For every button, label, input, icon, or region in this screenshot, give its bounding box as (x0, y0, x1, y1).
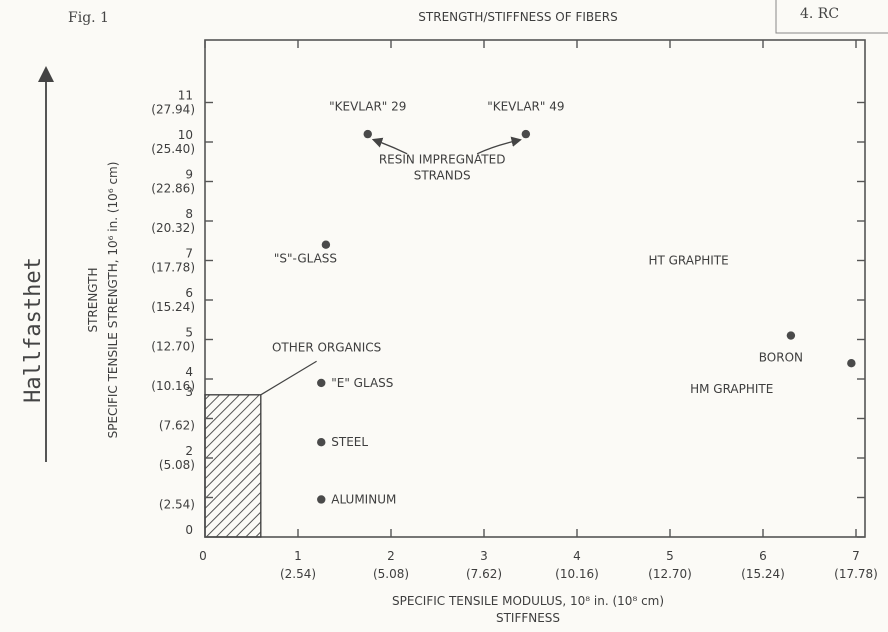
chart-title: STRENGTH/STIFFNESS OF FIBERS (418, 10, 617, 24)
point-label: "S"-GLASS (274, 251, 337, 265)
point-label: "E" GLASS (331, 376, 393, 390)
data-point (321, 240, 331, 249)
y-axis-title-strength: STRENGTH (86, 267, 100, 332)
corner-box: 4. RC (775, 0, 888, 34)
y-tick-label: 4 (185, 365, 193, 379)
point-label: "KEVLAR" 49 (487, 99, 564, 113)
x-tick-label: 2 (387, 549, 395, 563)
annotation-text: HT GRAPHITE (648, 253, 728, 267)
y-tick-sublabel: (12.70) (151, 340, 195, 354)
x-axis-title: SPECIFIC TENSILE MODULUS, 10⁸ in. (10⁸ c… (392, 594, 664, 608)
plot-frame (204, 39, 866, 538)
y-tick-sublabel: (22.86) (151, 182, 195, 196)
point-label: ALUMINUM (331, 492, 396, 506)
x-tick-sublabel: (7.62) (466, 567, 502, 581)
data-points: "KEVLAR" 29 "KEVLAR" 49 "S"-GLASS "E" GLASS… (274, 99, 856, 506)
point-label: "KEVLAR" 29 (329, 99, 406, 113)
x-tick-label: 7 (852, 549, 860, 563)
y-tick-sublabel: (10.16) (151, 379, 195, 393)
annotation-text: RESIN IMPREGNATED (379, 153, 506, 167)
annotation-text: STRANDS (414, 169, 471, 183)
x-tick-sublabel: (12.70) (648, 567, 692, 581)
data-point (847, 359, 856, 368)
x-tick-label: 5 (666, 549, 674, 563)
other-organics-leader (260, 360, 317, 396)
y-tick-label: 0 (185, 523, 193, 537)
other-organics-label: OTHER ORGANICS (272, 340, 381, 354)
y-tick-sublabel: (5.08) (159, 458, 195, 472)
y-tick-label: 2 (185, 444, 193, 458)
x-tick-label: 4 (573, 549, 581, 563)
x-tick-sublabel: (10.16) (555, 567, 599, 581)
x-tick-label: 1 (294, 549, 302, 563)
y-tick-label: 5 (185, 326, 193, 340)
y-axis-title: SPECIFIC TENSILE STRENGTH, 10⁶ in. (10⁶ … (106, 162, 120, 439)
corner-text: 4. RC (800, 6, 839, 22)
x-tick-label: 3 (480, 549, 488, 563)
y-tick-label: 9 (185, 168, 193, 182)
handwritten-note: Hallfasthet (21, 257, 46, 403)
figure-label: Fig. 1 (68, 10, 109, 26)
x-tick-sublabel: (17.78) (834, 567, 878, 581)
y-tick-label: 3 (185, 385, 193, 399)
y-tick-sublabel: (27.94) (151, 103, 195, 117)
annotations: RESIN IMPREGNATED STRANDS HT GRAPHITE (371, 136, 729, 267)
data-point (317, 438, 326, 447)
y-tick-label: 6 (185, 286, 193, 300)
y-tick-sublabel: (25.40) (151, 142, 195, 156)
other-organics-region (204, 394, 262, 538)
y-tick-label: 11 (178, 89, 193, 103)
axis-ticks: 0 1(2.54)2(5.08)3(7.62)4(10.16)5(12.70)6(… (151, 40, 878, 581)
y-tick-label: 7 (185, 247, 193, 261)
point-label: HM GRAPHITE (690, 382, 773, 396)
x-tick-sublabel: (2.54) (280, 567, 316, 581)
y-tick-sublabel: (7.62) (159, 419, 195, 433)
x-tick-label: 0 (199, 549, 207, 563)
data-point (521, 129, 531, 139)
arrow-to-kevlar-49 (476, 136, 522, 155)
point-label: BORON (759, 351, 803, 365)
point-label: STEEL (331, 435, 368, 449)
y-tick-label: 8 (185, 207, 193, 221)
y-tick-sublabel: (17.78) (151, 261, 195, 275)
data-point (786, 331, 796, 340)
y-tick-sublabel: (15.24) (151, 300, 195, 314)
data-point (317, 378, 326, 388)
y-tick-sublabel: (20.32) (151, 221, 195, 235)
y-tick-label: 10 (178, 128, 193, 142)
y-tick-sublabel: (2.54) (159, 498, 195, 512)
data-point (317, 495, 326, 504)
x-axis-title-stiffness: STIFFNESS (496, 611, 560, 625)
x-tick-label: 6 (759, 549, 767, 563)
x-tick-sublabel: (15.24) (741, 567, 785, 581)
x-tick-sublabel: (5.08) (373, 567, 409, 581)
data-point (363, 129, 372, 139)
arrow-to-kevlar-29 (371, 137, 408, 155)
